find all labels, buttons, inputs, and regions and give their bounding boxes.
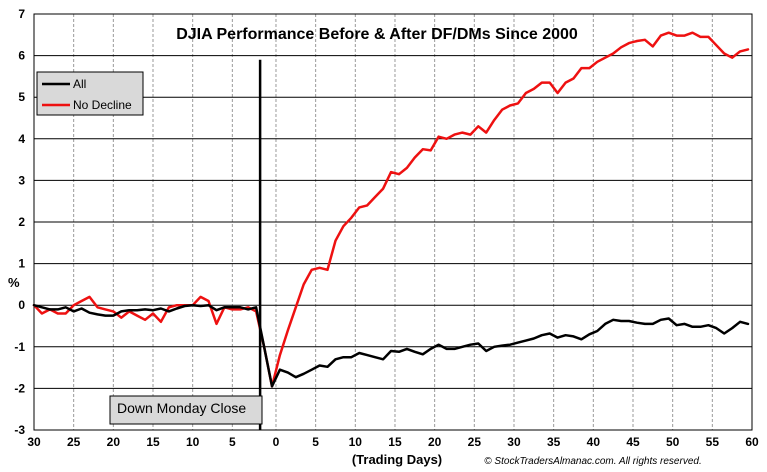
y-axis-label: % xyxy=(8,275,20,290)
copyright-credit: © StockTradersAlmanac.com. All rights re… xyxy=(484,456,701,467)
x-tick-label: 30 xyxy=(27,435,41,449)
plot-frame xyxy=(33,13,753,431)
x-tick-label: 50 xyxy=(666,435,680,449)
legend-label-no-decline: No Decline xyxy=(73,98,132,112)
x-tick-label: 25 xyxy=(67,435,81,449)
x-tick-label: 10 xyxy=(349,435,363,449)
x-tick-label: 25 xyxy=(468,435,482,449)
y-tick-label: -2 xyxy=(14,381,25,395)
event-label-box xyxy=(109,395,263,425)
event-annotation: Down Monday Close xyxy=(109,395,263,425)
legend: All No Decline xyxy=(36,71,144,116)
legend-label-all: All xyxy=(73,77,86,91)
y-tick-label: 7 xyxy=(18,7,25,21)
x-tick-label: 15 xyxy=(388,435,402,449)
x-tick-labels: 30 25 20 15 10 5 0 5 10 15 20 25 30 35 40 45 50 55 60 xyxy=(27,435,759,449)
x-tick-label: 60 xyxy=(745,435,759,449)
x-tick-label: 30 xyxy=(507,435,521,449)
x-tick-label: 40 xyxy=(587,435,601,449)
x-tick-label: 35 xyxy=(547,435,561,449)
x-tick-label: 10 xyxy=(186,435,200,449)
x-tick-label: 5 xyxy=(229,435,236,449)
chart-title: DJIA Performance Before & After DF/DMs S… xyxy=(176,26,578,43)
y-tick-label: -3 xyxy=(14,423,25,437)
x-tick-label: 45 xyxy=(626,435,640,449)
y-tick-label: 3 xyxy=(18,173,25,187)
x-tick-label: 55 xyxy=(706,435,720,449)
y-tick-label: 1 xyxy=(18,257,25,271)
x-axis-label: (Trading Days) xyxy=(352,452,442,467)
y-tick-label: 4 xyxy=(18,132,25,146)
event-label: Down Monday Close xyxy=(117,400,246,416)
y-tick-label: -1 xyxy=(14,340,25,354)
y-tick-labels: -3 -2 -1 0 1 2 3 4 5 6 7 xyxy=(14,7,25,437)
y-tick-label: 2 xyxy=(18,215,25,229)
y-tick-label: 5 xyxy=(18,90,25,104)
series-line-all xyxy=(32,303,750,388)
x-tick-label: 5 xyxy=(312,435,319,449)
x-tick-label: 0 xyxy=(273,435,280,449)
series-layer xyxy=(32,31,750,388)
x-tick-label: 15 xyxy=(146,435,160,449)
x-tick-label: 20 xyxy=(428,435,442,449)
series-line-no-decline xyxy=(32,31,750,388)
x-tick-label: 20 xyxy=(107,435,121,449)
y-tick-label: 0 xyxy=(18,298,25,312)
legend-box xyxy=(36,71,144,116)
y-tick-label: 6 xyxy=(18,49,25,63)
